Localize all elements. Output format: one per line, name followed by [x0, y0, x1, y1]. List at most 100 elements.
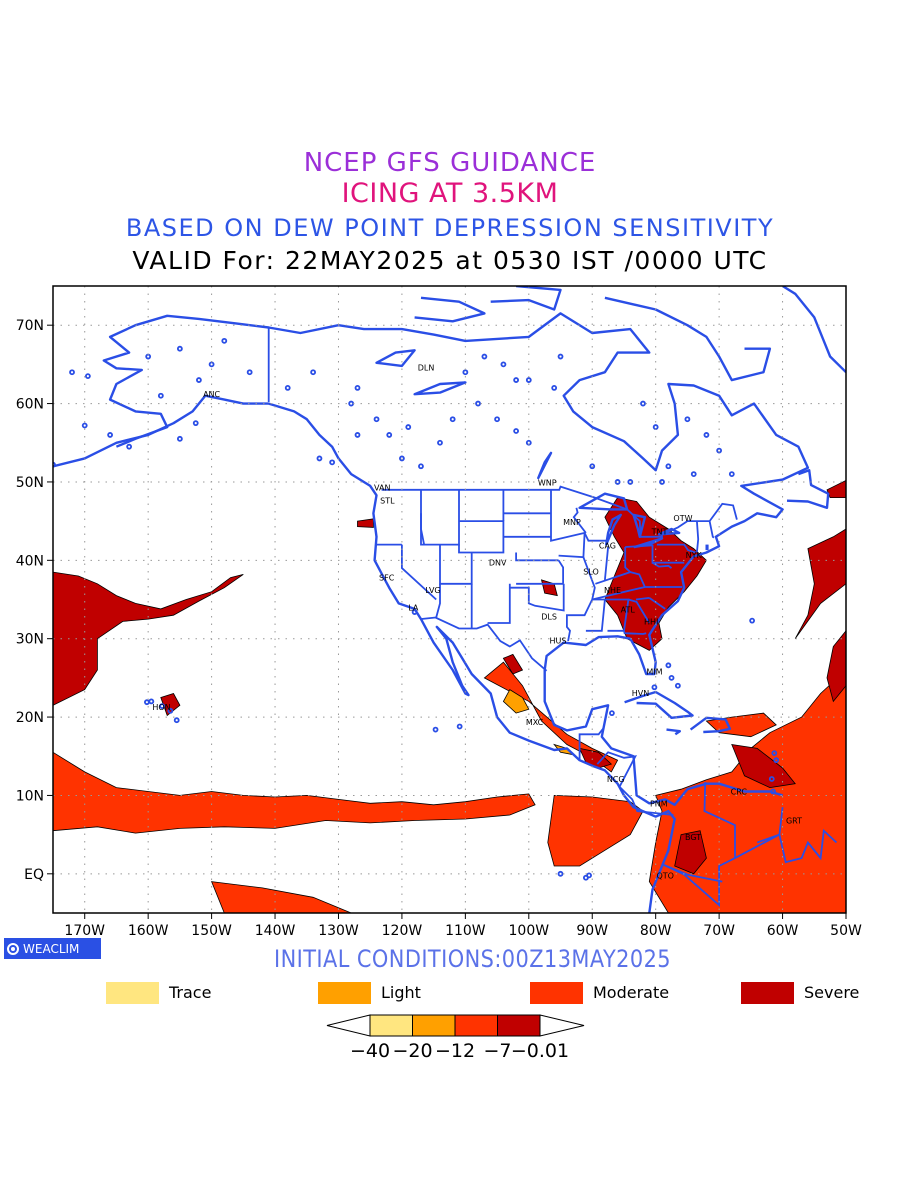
colorbar-tick-label: −7 — [483, 1040, 512, 1062]
border-us-state — [550, 489, 586, 559]
coast-island — [770, 788, 776, 795]
coast-island — [703, 432, 710, 438]
coast-island — [107, 432, 113, 438]
legend-swatch-severe — [741, 982, 794, 1004]
lat-tick-label: 30N — [16, 632, 44, 648]
border-mexico-guatemala — [578, 728, 604, 761]
coast-island — [208, 361, 215, 368]
coast-newfoundland — [786, 469, 830, 509]
border-central-america — [596, 751, 674, 816]
coast-island — [771, 750, 778, 757]
coast-island — [418, 463, 424, 470]
coast-island — [354, 384, 361, 391]
coast-island — [348, 400, 355, 407]
title-model: NCEP GFS GUIDANCE — [303, 148, 597, 178]
colorbar-tick-label: −0.01 — [510, 1040, 570, 1062]
station-label: CRC — [731, 788, 748, 797]
border-us-state — [656, 543, 696, 554]
border-us-state — [635, 597, 650, 601]
station-label: VAN — [374, 483, 390, 492]
coast-island — [176, 435, 183, 442]
lon-tick-label: 120W — [382, 923, 423, 939]
coast-island — [768, 776, 775, 782]
lon-tick-label: 130W — [318, 923, 359, 939]
colorbar-tick-label: −20 — [392, 1040, 433, 1062]
station-label: PNM — [650, 799, 668, 808]
legend-label-light: Light — [381, 983, 421, 1002]
station-label: LA — [408, 603, 419, 612]
station-label: QTO — [656, 871, 673, 880]
map-frame — [52, 285, 847, 914]
colorbar-tick-label: −12 — [434, 1040, 476, 1062]
title-valid-time: VALID For: 22MAY2025 at 0530 IST /0000 U… — [132, 246, 768, 275]
station-label: LVG — [425, 586, 440, 595]
coast-island — [525, 377, 532, 383]
lon-tick-label: 50W — [830, 923, 862, 939]
lake-superior — [578, 492, 629, 511]
coast-island — [354, 432, 361, 438]
coast-gulf-atlantic — [102, 312, 810, 806]
lake-great-bear — [375, 349, 416, 368]
legend-swatch-light — [318, 982, 371, 1004]
station-label: SFC — [379, 574, 395, 583]
coast-island — [627, 479, 634, 485]
map-layers: ANC DLN VAN STL WNP MNP OTW TNT CAG NYK DNV SFC LVG S… — [53, 286, 846, 913]
border-us-state — [435, 583, 441, 618]
coast-island — [513, 428, 520, 434]
legend-label-trace: Trace — [169, 983, 212, 1002]
station-label: ATL — [621, 606, 636, 615]
lat-tick-label: EQ — [24, 867, 44, 883]
lon-tick-label: 60W — [767, 923, 799, 939]
border-us-state — [696, 521, 700, 553]
border-venezuela-brazil — [734, 833, 780, 859]
icing-severe-atlantic — [794, 528, 846, 639]
icing-severe-tropical-atlantic — [826, 630, 846, 703]
icing-severe-oregon — [357, 518, 374, 528]
icing-severe-newfoundland — [826, 479, 846, 498]
coast-island — [674, 682, 681, 689]
colorbar-right-arrow — [539, 1014, 585, 1037]
lon-tick-label: 100W — [509, 923, 550, 939]
border-us-state — [509, 583, 565, 612]
coast-island — [246, 369, 253, 376]
lon-tick-label: 150W — [191, 923, 232, 939]
colorbar-tick-label: −40 — [349, 1040, 391, 1062]
icing-severe-hawaii — [160, 693, 181, 717]
station-label: DLS — [541, 613, 557, 622]
coast-island — [386, 432, 393, 438]
coast-island — [399, 455, 405, 462]
coast-island — [329, 459, 336, 466]
lake-great-slave — [413, 381, 467, 396]
coast-island — [449, 416, 456, 423]
lon-tick-label: 110W — [445, 923, 486, 939]
coast-island — [749, 617, 756, 624]
coast-island — [651, 684, 658, 691]
border-us-state — [623, 630, 647, 635]
station-label: ANC — [203, 390, 220, 399]
coast-island — [589, 463, 596, 470]
coast-island — [652, 424, 659, 430]
colorbar-segment — [454, 1014, 498, 1037]
coast-hudson-islands — [490, 286, 562, 311]
weaclim-badge: WEACLIM — [4, 938, 101, 959]
lon-tick-label: 90W — [576, 923, 608, 939]
coast-island — [640, 400, 646, 407]
coast-island — [196, 377, 202, 383]
coast-island — [316, 455, 323, 462]
coast-island — [405, 424, 412, 430]
lon-tick-label: 170W — [64, 923, 105, 939]
coast-island — [81, 422, 88, 429]
coast-island — [513, 377, 520, 383]
lon-tick-label: 80W — [640, 923, 672, 939]
icing-moderate-eastpac — [547, 794, 644, 867]
coast-island — [586, 872, 592, 879]
lake-winnipeg — [537, 451, 553, 480]
coast-island — [284, 384, 291, 391]
colorbar-segment — [412, 1014, 456, 1037]
station-label: CAG — [599, 541, 616, 550]
border-us-state — [595, 571, 683, 588]
coast-island — [69, 369, 75, 376]
coast-island — [173, 717, 180, 724]
icing-severe-caribbean — [731, 743, 796, 789]
title-method: BASED ON DEW POINT DEPRESSION SENSITIVIT… — [125, 214, 775, 242]
